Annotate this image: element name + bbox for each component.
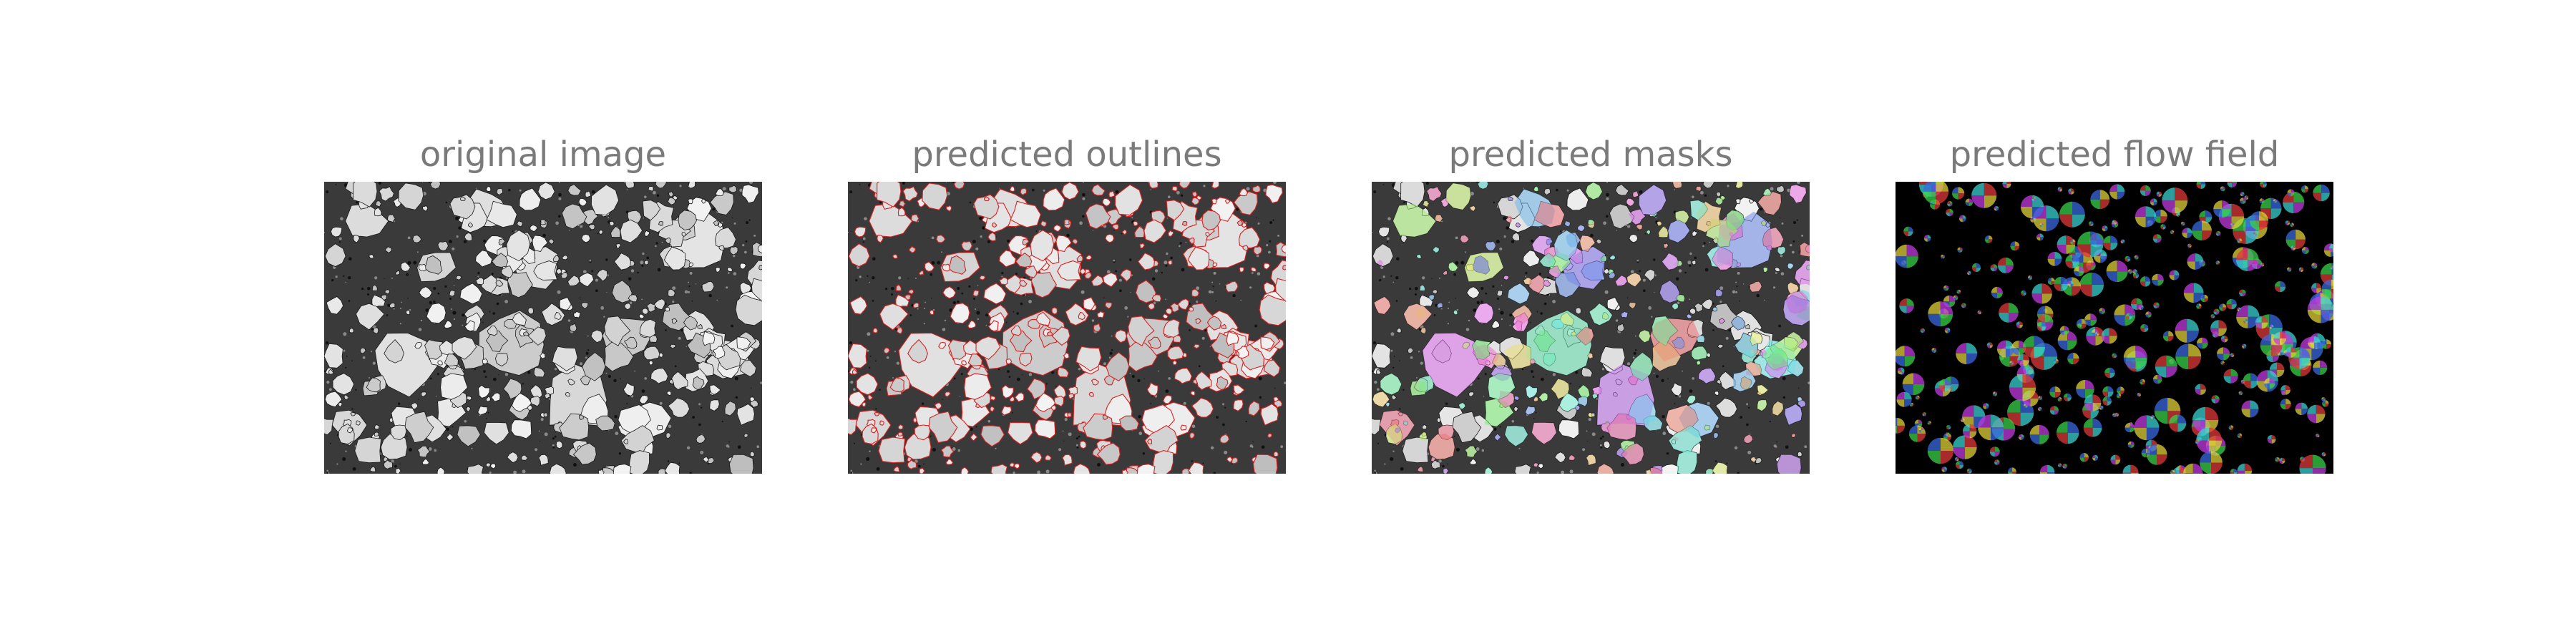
panel-title: predicted flow field xyxy=(1949,135,2280,175)
panel-title: original image xyxy=(419,135,667,175)
panel-predicted-masks: predicted masks xyxy=(1372,129,1810,474)
predicted-flow-field-image xyxy=(1896,182,2333,474)
panel-original-image: original image xyxy=(324,129,762,474)
panel-title: predicted masks xyxy=(1448,135,1733,175)
panel-title: predicted outlines xyxy=(912,135,1222,175)
original-image xyxy=(324,182,762,474)
panel-predicted-outlines: predicted outlines xyxy=(848,129,1286,474)
predicted-outlines-image xyxy=(848,182,1286,474)
panel-predicted-flow-field: predicted flow field xyxy=(1896,129,2333,474)
predicted-masks-image xyxy=(1372,182,1810,474)
